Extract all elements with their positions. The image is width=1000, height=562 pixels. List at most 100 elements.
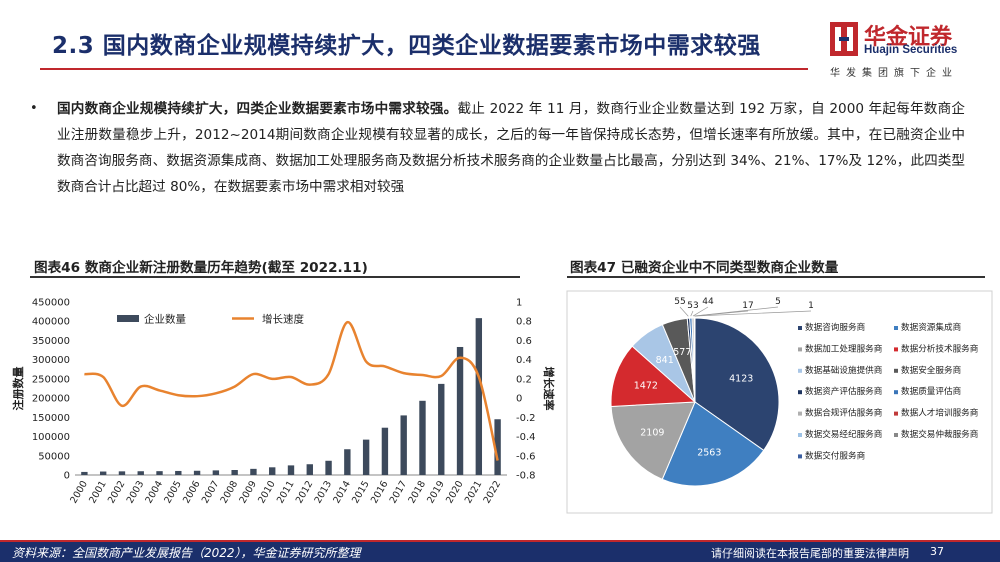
legend-swatch bbox=[798, 368, 802, 373]
legend-label: 数据交易仲裁服务商 bbox=[901, 428, 979, 440]
footer-accent-line bbox=[0, 540, 1000, 542]
bar-registrations bbox=[306, 464, 313, 475]
legend-label: 数据交易经纪服务商 bbox=[805, 428, 883, 440]
x-axis-tick: 2007 bbox=[200, 479, 222, 505]
x-axis-tick: 2012 bbox=[294, 479, 316, 505]
left-axis-tick: 150000 bbox=[32, 413, 70, 424]
left-axis-tick: 50000 bbox=[38, 451, 70, 462]
legend-swatch bbox=[798, 411, 802, 416]
bar-registrations bbox=[381, 427, 389, 475]
pie-data-label: 2109 bbox=[640, 427, 664, 438]
pie-data-label: 1472 bbox=[634, 380, 658, 391]
right-axis-tick: 0.6 bbox=[516, 336, 532, 347]
x-axis-tick: 2021 bbox=[463, 479, 485, 505]
pie-data-label: 577 bbox=[673, 347, 691, 358]
bar-registrations bbox=[475, 318, 483, 475]
legend-swatch bbox=[894, 390, 898, 395]
logo-name: 华金证券 bbox=[864, 25, 953, 50]
x-axis-tick: 2011 bbox=[275, 479, 297, 505]
bar-registrations bbox=[344, 449, 351, 475]
bar-registrations bbox=[325, 460, 332, 475]
summary-paragraph: • 国内数商企业规模持续扩大，四类企业数据要素市场中需求较强。截止 2022 年… bbox=[30, 96, 965, 200]
bar-registrations bbox=[118, 471, 126, 475]
pie-data-label: 55 bbox=[674, 297, 685, 307]
x-axis-tick: 2006 bbox=[181, 479, 203, 505]
footer-bar bbox=[0, 542, 1000, 562]
right-axis-tick: -0.6 bbox=[516, 451, 536, 462]
legend-label: 数据安全服务商 bbox=[901, 364, 962, 376]
x-axis-tick: 2014 bbox=[331, 479, 353, 505]
pie-slice bbox=[610, 401, 696, 481]
growth-rate-line bbox=[84, 320, 499, 461]
x-axis-tick: 2002 bbox=[106, 479, 128, 505]
legend-swatch bbox=[894, 368, 898, 373]
bar-registrations bbox=[456, 346, 464, 475]
legend-label-bars: 企业数量 bbox=[144, 313, 186, 326]
left-axis-tick: 200000 bbox=[32, 394, 70, 405]
pie-leader-line bbox=[692, 306, 709, 317]
bar-registrations bbox=[400, 415, 407, 475]
left-axis-label: 注册数量 bbox=[11, 367, 25, 411]
right-axis-tick: -0.4 bbox=[516, 432, 536, 443]
x-axis-tick: 2019 bbox=[425, 479, 447, 505]
pie-data-label: 5 bbox=[775, 297, 781, 307]
figure-46-divider bbox=[30, 276, 520, 278]
bar-registrations bbox=[362, 439, 370, 475]
legend-swatch bbox=[798, 390, 802, 395]
x-axis-tick: 2003 bbox=[125, 479, 147, 505]
left-axis-tick: 250000 bbox=[32, 374, 70, 385]
legend-label: 数据合规评估服务商 bbox=[805, 407, 883, 419]
pie-slice bbox=[694, 317, 780, 452]
bar-registrations bbox=[99, 471, 107, 475]
right-axis-tick: -0.8 bbox=[516, 471, 536, 482]
right-axis-tick: 0 bbox=[516, 394, 522, 405]
right-axis-tick: -0.2 bbox=[516, 413, 536, 424]
legend-swatch bbox=[798, 326, 802, 330]
x-axis-tick: 2013 bbox=[313, 479, 335, 505]
right-axis-tick: 0.2 bbox=[516, 374, 532, 385]
figure-47-title: 图表47 已融资企业中不同类型数商企业数量 bbox=[570, 260, 839, 276]
footer-legal-notice[interactable]: 请仔细阅读在本报告尾部的重要法律声明 bbox=[711, 547, 909, 560]
bar-registrations bbox=[438, 383, 445, 475]
funded-company-pie-chart: 412325632109147284157755 53 44 17 5 1数据咨询服务商数… bbox=[566, 290, 993, 514]
legend-label: 数据基础设施提供商 bbox=[805, 364, 883, 376]
x-axis-tick: 2020 bbox=[444, 479, 466, 505]
pie-leader-line bbox=[694, 306, 779, 317]
legend-swatch bbox=[894, 411, 898, 416]
pie-leader-line bbox=[694, 310, 812, 317]
pie-data-label: 44 bbox=[702, 297, 714, 307]
company-logo: 华金证券 Huajin Securities 华发集团旗下企业 bbox=[830, 20, 978, 82]
legend-label-line: 增长速度 bbox=[262, 313, 304, 326]
legend-swatch-bars bbox=[117, 315, 139, 322]
x-axis-tick: 2018 bbox=[406, 479, 428, 505]
left-axis-tick: 400000 bbox=[32, 317, 70, 328]
page-title: 2.3 国内数商企业规模持续扩大，四类企业数据要素市场中需求较强 bbox=[52, 33, 761, 59]
right-axis-tick: 0.8 bbox=[516, 317, 532, 328]
legend-swatch bbox=[894, 347, 898, 352]
bar-registrations bbox=[175, 470, 182, 475]
pie-data-label: 1 bbox=[808, 301, 814, 311]
pie-data-label: 4123 bbox=[729, 374, 753, 385]
x-axis-tick: 2017 bbox=[388, 479, 410, 505]
chart-frame bbox=[566, 290, 993, 514]
logo-mark-icon bbox=[830, 22, 858, 56]
bar-registrations bbox=[231, 470, 238, 475]
bar-registrations bbox=[137, 471, 144, 475]
bar-registrations bbox=[494, 419, 501, 475]
page-number: 37 bbox=[930, 545, 944, 558]
pie-data-label: 17 bbox=[742, 301, 753, 311]
x-axis-tick: 2015 bbox=[350, 479, 372, 505]
figure-46-title: 图表46 数商企业新注册数量历年趋势(截至 2022.11) bbox=[34, 260, 368, 276]
pie-slice bbox=[610, 345, 697, 407]
x-axis-tick: 2005 bbox=[162, 479, 184, 505]
logo-english-name: Huajin Securities bbox=[864, 44, 958, 56]
legend-swatch bbox=[798, 454, 802, 459]
bar-registrations bbox=[287, 465, 295, 475]
left-axis-tick: 300000 bbox=[32, 355, 70, 366]
legend-label: 数据资产评估服务商 bbox=[805, 385, 883, 397]
title-divider bbox=[40, 68, 808, 70]
pie-data-label: 841 bbox=[656, 355, 674, 366]
legend-swatch bbox=[798, 433, 802, 437]
left-axis-tick: 0 bbox=[64, 471, 70, 482]
legend-swatch bbox=[798, 347, 802, 352]
